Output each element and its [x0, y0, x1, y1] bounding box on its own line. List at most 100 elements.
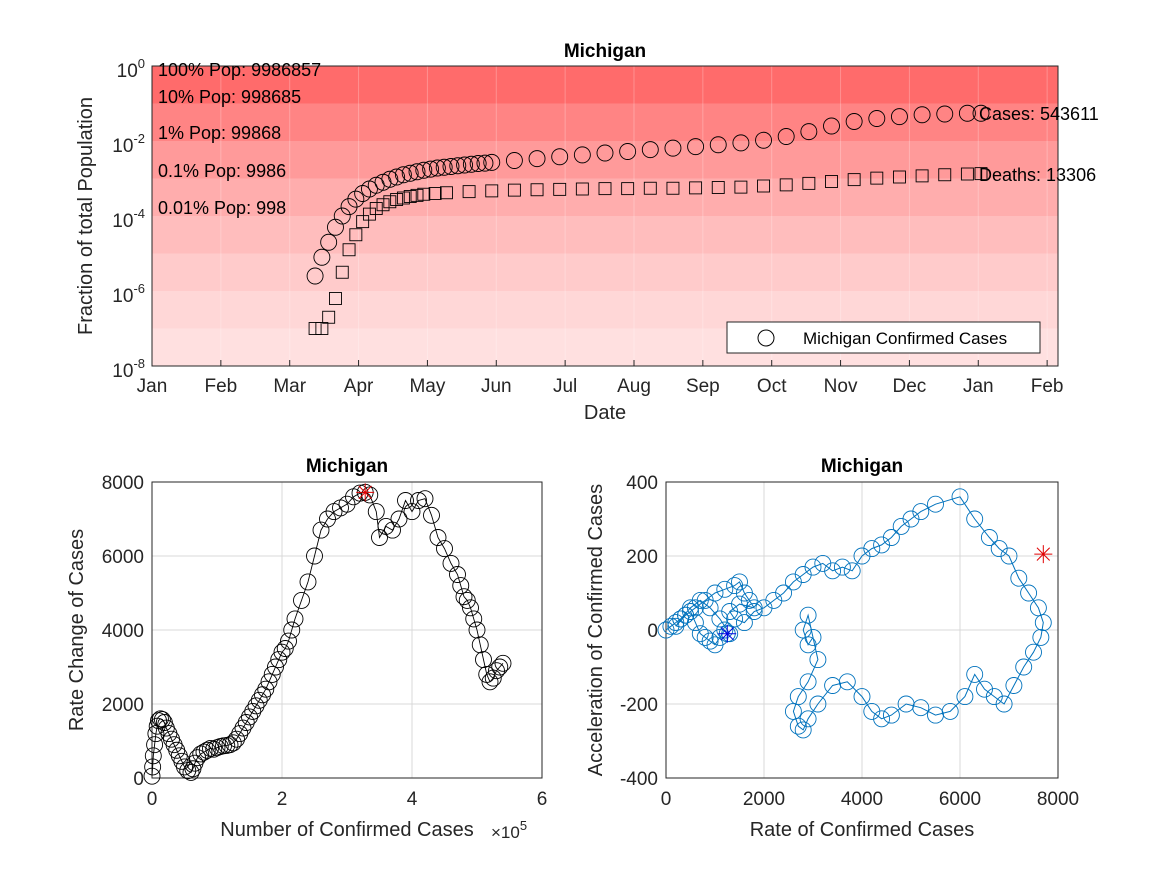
br-series	[657, 488, 1052, 739]
bl-point	[198, 741, 216, 759]
bl-current-star-stroke	[358, 485, 372, 500]
bl-point	[280, 632, 297, 650]
case-point	[313, 248, 331, 266]
br-point	[716, 621, 734, 639]
bl-point	[452, 577, 470, 595]
bl-point	[384, 521, 401, 539]
death-point	[915, 169, 929, 183]
deaths-series	[308, 167, 988, 335]
br-point	[897, 695, 915, 713]
top-xtick-label: Sep	[686, 376, 720, 397]
top-xtick-label: Jan	[137, 376, 168, 397]
case-point	[435, 158, 453, 176]
bl-xtick-label: 4	[407, 789, 418, 810]
br-xtick-label: 0	[661, 789, 672, 810]
bl-point	[471, 636, 489, 654]
death-point	[383, 195, 397, 209]
br-point	[833, 558, 851, 576]
death-point	[974, 167, 988, 181]
br-point	[1020, 584, 1038, 602]
case-point	[936, 105, 954, 123]
bl-point	[410, 492, 427, 509]
case-point	[442, 158, 460, 175]
br-point	[1025, 643, 1042, 661]
death-point	[308, 322, 322, 335]
case-point	[777, 128, 795, 145]
case-point	[333, 207, 351, 225]
death-point	[390, 193, 404, 206]
population-bands	[152, 66, 1058, 366]
top-y-label: Fraction of total Population	[75, 97, 97, 335]
bl-point	[144, 747, 162, 765]
top-ytick-4: 10-8	[112, 356, 145, 382]
bl-x-ticks: 0 2 4 6	[147, 789, 548, 810]
bl-current-marker	[356, 483, 375, 502]
top-xtick-label: Jan	[963, 376, 994, 397]
br-point	[731, 573, 748, 591]
bl-point	[481, 673, 499, 691]
case-point	[528, 150, 546, 168]
br-ytick-label: 0	[647, 621, 658, 642]
case-point	[483, 153, 501, 171]
bl-point	[231, 725, 249, 743]
br-point	[809, 695, 827, 713]
br-y-ticks: 400 200 0 -200 -400	[620, 473, 658, 790]
bl-ytick-label: 4000	[102, 621, 144, 642]
death-point	[329, 292, 342, 305]
band-4	[152, 216, 1058, 254]
legend-box	[726, 321, 1041, 354]
band-0	[152, 66, 1058, 104]
bl-x-label: Number of Confirmed Cases	[220, 819, 473, 841]
death-point	[410, 188, 424, 202]
death-point	[870, 171, 884, 185]
case-point	[972, 104, 990, 122]
case-point	[449, 157, 467, 175]
bl-point	[228, 730, 245, 748]
bl-point	[416, 490, 434, 508]
case-point	[755, 131, 772, 149]
bl-xtick-label: 0	[147, 789, 158, 810]
case-point	[958, 104, 976, 122]
br-point	[1000, 547, 1018, 565]
br-point	[863, 702, 881, 720]
bl-xtick-label: 2	[277, 789, 288, 810]
case-point	[415, 161, 433, 179]
br-point	[951, 488, 969, 506]
bl-point	[319, 510, 336, 528]
top-xtick-label: Feb	[1031, 376, 1064, 397]
br-markers	[718, 545, 1053, 643]
br-start-star-stroke	[720, 626, 734, 641]
br-point	[853, 688, 871, 706]
bl-point	[429, 529, 447, 546]
death-point	[417, 187, 431, 201]
br-ytick-label: -400	[620, 769, 658, 790]
bl-point	[491, 658, 509, 676]
death-point	[757, 179, 770, 193]
death-point	[335, 265, 349, 279]
br-y-label: Acceleration of Confirmed Cases	[585, 484, 607, 776]
bl-y-label: Rate Change of Cases	[66, 529, 88, 731]
top-xtick-label: Feb	[204, 376, 237, 397]
bl-series	[143, 483, 512, 785]
case-point	[408, 163, 426, 181]
deaths-annotation: Deaths: 13306	[979, 165, 1096, 185]
bl-y-ticks: 0 2000 4000 6000 8000	[102, 473, 144, 790]
bl-point	[449, 566, 466, 583]
case-point	[505, 152, 523, 169]
death-point	[734, 180, 748, 194]
case-point	[800, 123, 818, 141]
br-point	[789, 688, 807, 706]
bl-point	[423, 506, 440, 524]
death-point	[575, 182, 589, 196]
bl-point	[351, 484, 369, 502]
band-label-100: 100% Pop: 9986857	[158, 60, 321, 80]
bl-point	[403, 503, 421, 521]
bl-grid	[151, 481, 543, 779]
band-label-1: 1% Pop: 99868	[158, 123, 281, 143]
case-point	[422, 160, 440, 178]
band-3	[152, 178, 1058, 216]
br-point	[667, 617, 685, 635]
bl-point	[312, 521, 330, 539]
br-point	[966, 665, 984, 683]
bl-point	[484, 669, 502, 687]
